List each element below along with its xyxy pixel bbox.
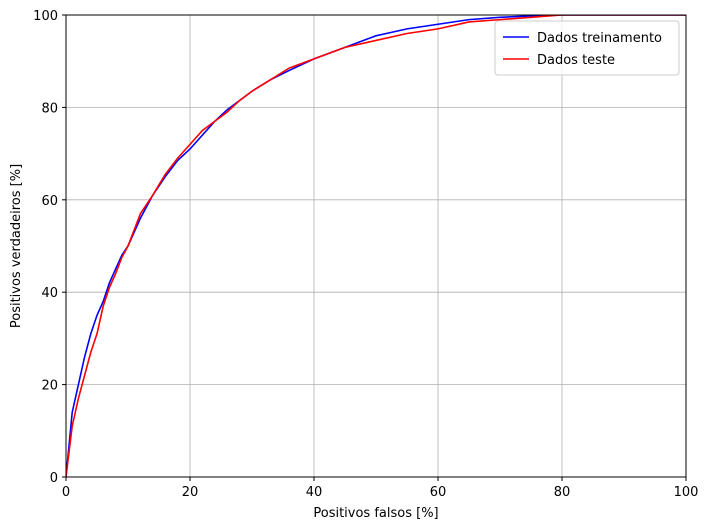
legend-box bbox=[494, 20, 680, 76]
x-axis-label: Positivos falsos [%] bbox=[313, 506, 438, 521]
y-tick-label: 20 bbox=[41, 379, 58, 394]
x-tick-label: 40 bbox=[306, 485, 323, 500]
y-tick-label: 80 bbox=[41, 101, 58, 116]
y-tick-label: 60 bbox=[41, 194, 58, 209]
x-tick-label: 20 bbox=[182, 485, 199, 500]
plot-frame bbox=[65, 14, 687, 478]
y-tick-label: 100 bbox=[33, 9, 58, 24]
y-axis-label: Positivos verdadeiros [%] bbox=[9, 164, 24, 328]
y-tick-label: 40 bbox=[41, 286, 58, 301]
x-tick-label: 0 bbox=[62, 485, 70, 500]
series-line bbox=[66, 15, 686, 477]
series-line bbox=[66, 15, 686, 477]
x-tick-label: 100 bbox=[674, 485, 699, 500]
legend-label: Dados treinamento bbox=[537, 31, 662, 46]
x-tick-label: 60 bbox=[430, 485, 447, 500]
y-tick-label: 0 bbox=[50, 471, 58, 486]
x-tick-label: 80 bbox=[554, 485, 571, 500]
legend-label: Dados teste bbox=[537, 53, 615, 68]
